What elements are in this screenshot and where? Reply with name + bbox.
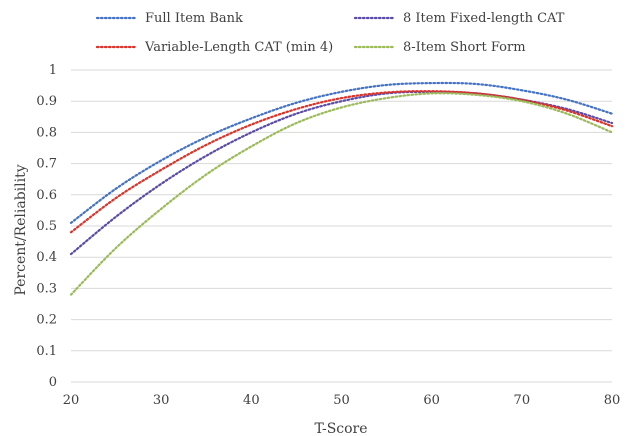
y-tick-label: 0.1 bbox=[36, 344, 57, 359]
x-tick-label: 40 bbox=[243, 393, 260, 408]
y-tick-label: 0.7 bbox=[36, 157, 57, 172]
x-tick-label: 70 bbox=[514, 393, 531, 408]
y-axis-title: Percent/Reliability bbox=[13, 164, 29, 295]
series-line-2 bbox=[69, 90, 614, 256]
y-axis-ticks: 0 0.1 0.2 0.3 0.4 0.5 0.6 0.7 0.8 0.9 1 bbox=[36, 63, 57, 390]
x-tick-label: 50 bbox=[333, 393, 350, 408]
y-tick-label: 0.9 bbox=[36, 94, 57, 109]
y-tick-label: 0.6 bbox=[36, 188, 57, 203]
x-axis-ticks: 20 30 40 50 60 70 80 bbox=[63, 393, 621, 408]
grid-lines bbox=[71, 69, 612, 383]
y-tick-label: 0 bbox=[49, 375, 57, 390]
y-tick-label: 0.2 bbox=[36, 313, 57, 328]
legend-label-2: 8 Item Fixed-length CAT bbox=[403, 11, 565, 26]
y-tick-label: 0.5 bbox=[36, 219, 57, 234]
x-tick-label: 30 bbox=[153, 393, 170, 408]
x-tick-label: 20 bbox=[63, 393, 80, 408]
y-tick-label: 1 bbox=[49, 63, 57, 78]
legend-label-4: 8-Item Short Form bbox=[403, 40, 526, 55]
legend-label-3: Variable-Length CAT (min 4) bbox=[144, 40, 333, 55]
y-tick-label: 0.3 bbox=[36, 281, 57, 296]
y-tick-label: 0.4 bbox=[36, 250, 57, 265]
series-line-3 bbox=[69, 90, 614, 234]
series-lines bbox=[69, 81, 614, 296]
series-line-1 bbox=[69, 81, 614, 224]
y-tick-label: 0.8 bbox=[36, 125, 57, 140]
x-tick-label: 60 bbox=[423, 393, 440, 408]
x-axis-title: T-Score bbox=[314, 421, 367, 436]
series-line-4 bbox=[69, 92, 614, 296]
legend-label-1: Full Item Bank bbox=[145, 11, 243, 26]
legend: Full Item Bank 8 Item Fixed-length CAT Var… bbox=[95, 11, 565, 55]
x-tick-label: 80 bbox=[604, 393, 621, 408]
